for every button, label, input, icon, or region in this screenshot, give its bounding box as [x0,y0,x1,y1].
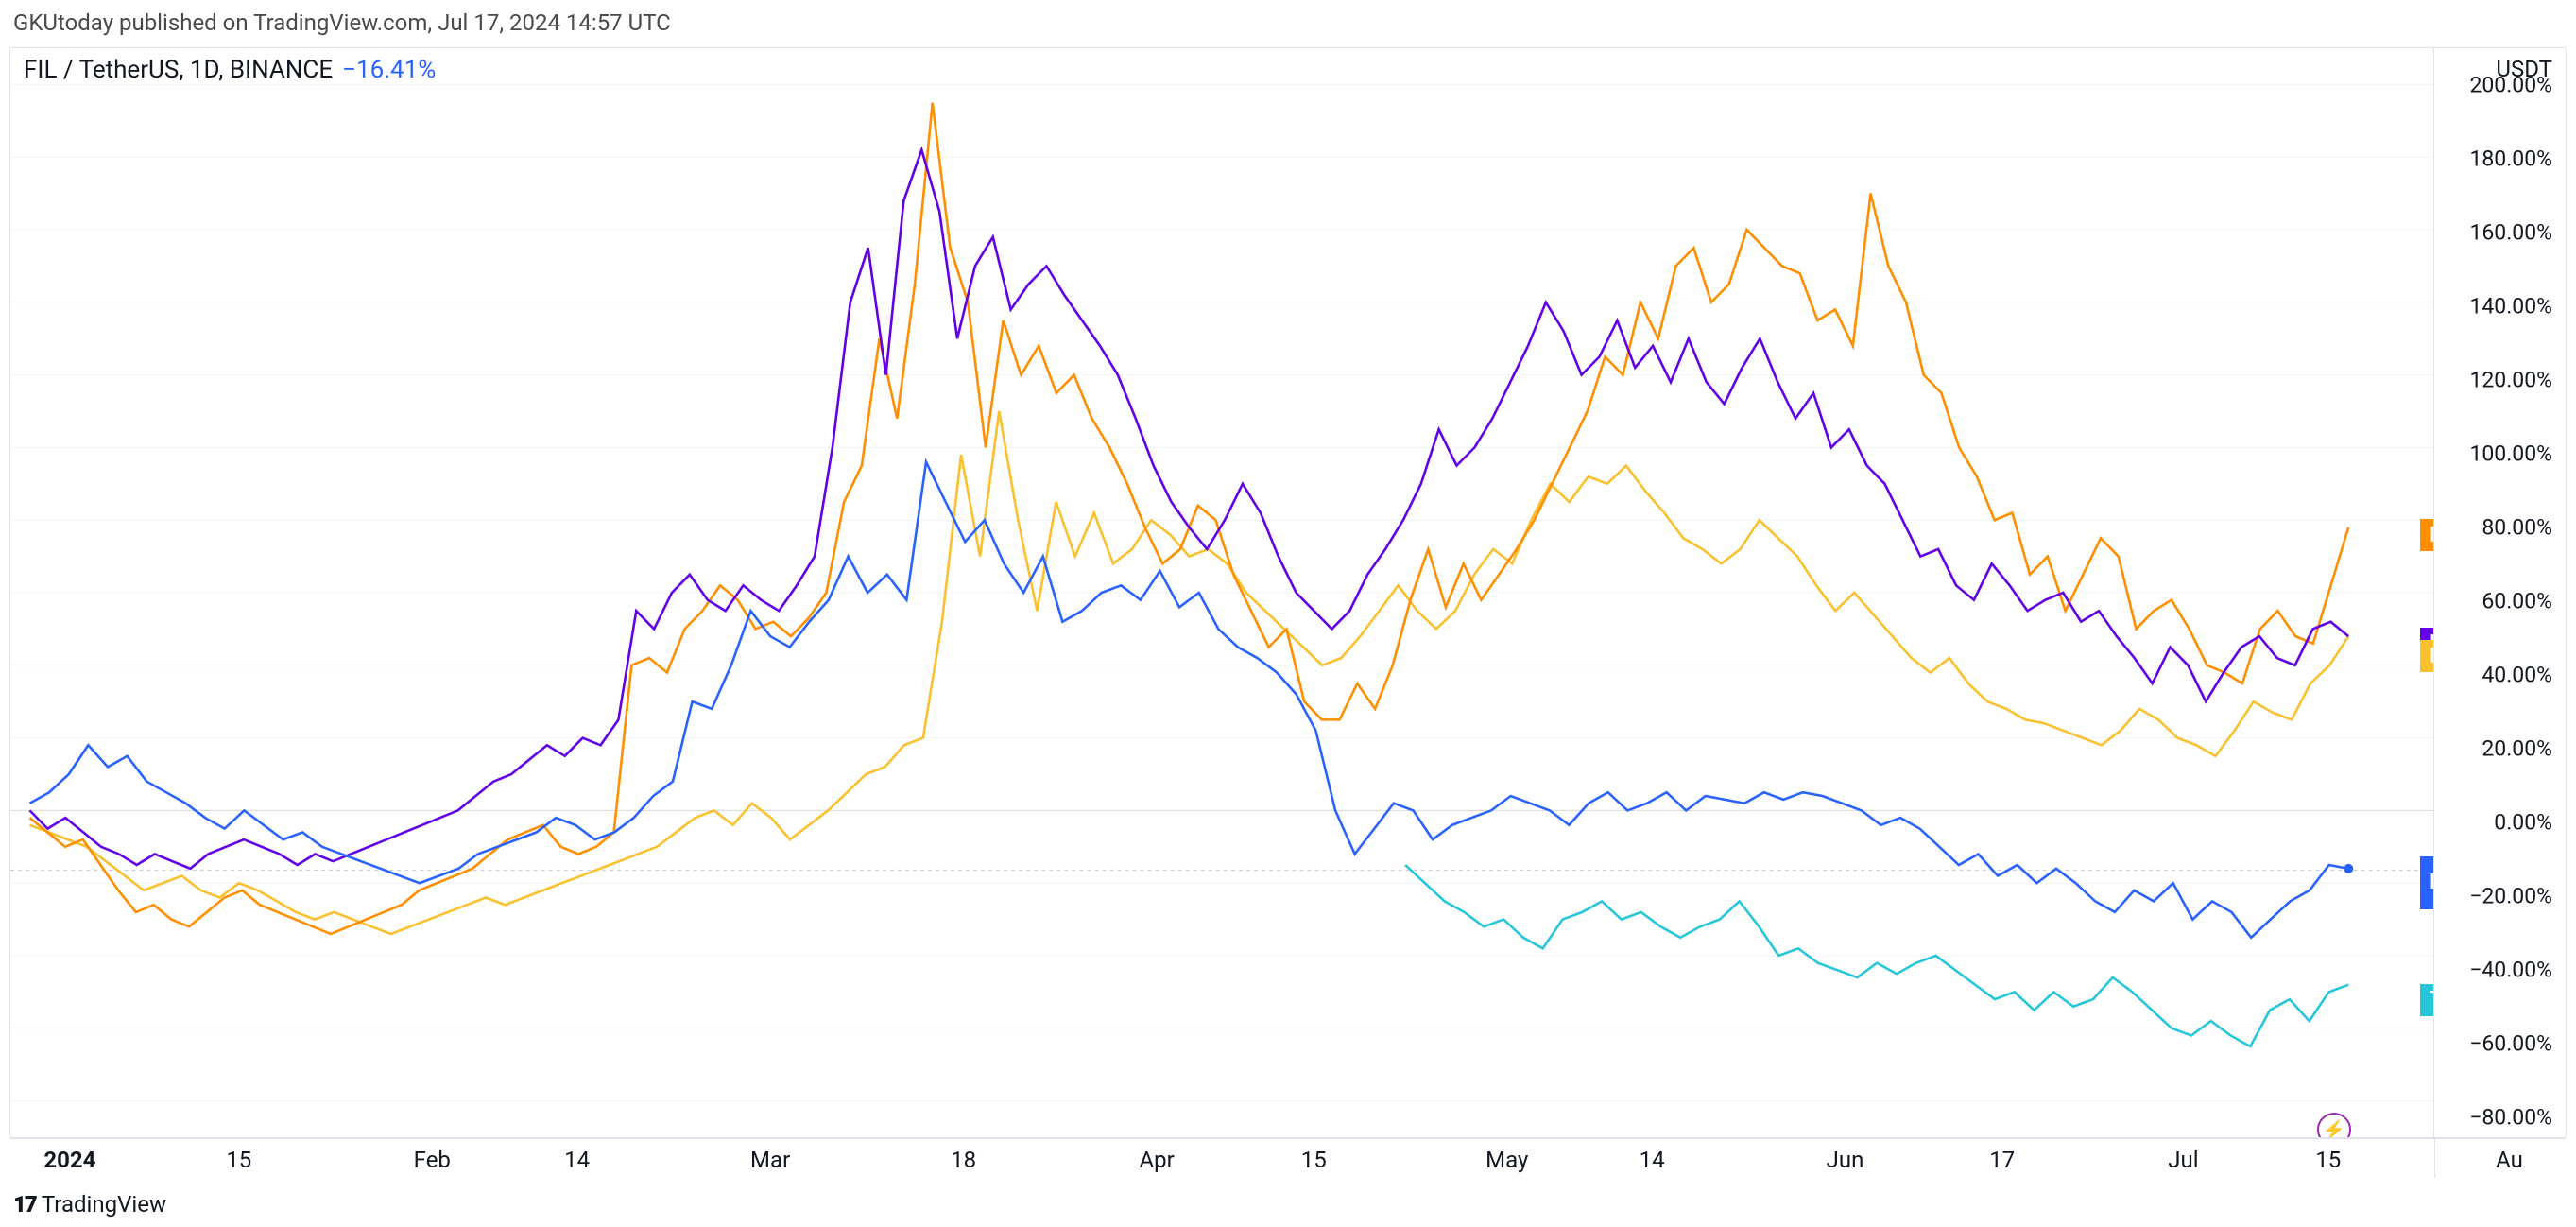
x-tick: Feb [414,1147,451,1173]
x-tick: Jun [1827,1147,1864,1173]
x-tick: 2024 [43,1147,95,1173]
y-tick: −80.00% [2469,1105,2552,1131]
x-tick: 14 [564,1147,590,1173]
y-axis-pane[interactable]: USDT 200.00%180.00%160.00%140.00%120.00%… [2433,48,2566,1137]
y-tick: 160.00% [2469,220,2552,246]
y-tick: 100.00% [2469,441,2552,467]
y-tick: 0.00% [2494,810,2552,836]
x-tick: Apr [1139,1147,1174,1173]
y-tick: −20.00% [2469,884,2552,909]
symbol-change-text: −16.41% [342,56,436,84]
symbol-pair-text: FIL / TetherUS, 1D, BINANCE [24,56,333,84]
y-tick: 120.00% [2469,368,2552,393]
publish-text: GKUtoday published on TradingView.com, J… [13,9,671,36]
price-tag-symbol: LPTUSDT [2420,519,2433,551]
plot-pane[interactable]: FIL / TetherUS, 1D, BINANCE −16.41% LPTU… [10,48,2433,1137]
price-tag-symbol: TAOUSDT [2420,984,2433,1016]
price-tag-symbol: FILUSDT [2420,856,2433,909]
footer-brand-text: TradingView [42,1191,166,1218]
x-tick: Jul [2168,1147,2198,1173]
x-tick: 17 [1989,1147,2015,1173]
y-tick: 200.00% [2469,73,2552,98]
price-tag-taousdt[interactable]: TAOUSDT−48.08% [2420,984,2433,1016]
x-tick: 14 [1640,1147,1665,1173]
tradingview-logo-icon: 17 [13,1191,34,1218]
x-axis-row: 2024 15 Feb 14 Mar 18 Apr 15 May 14 Jun 17 Jul 15 Au [9,1138,2567,1178]
chart-container: FIL / TetherUS, 1D, BINANCE −16.41% LPTU… [9,47,2567,1138]
x-tick: 15 [226,1147,251,1173]
y-tick: 20.00% [2482,736,2552,762]
x-tick: 18 [951,1147,976,1173]
price-tag-filusdt[interactable]: FILUSDT−16.41%09:02:17 [2420,856,2433,909]
y-tick: −60.00% [2469,1031,2552,1057]
x-tick: 15 [2315,1147,2341,1173]
footer-brand[interactable]: 17 TradingView [0,1178,2576,1227]
y-tick: 80.00% [2482,515,2552,541]
price-tag-symbol: NEARUSDT [2420,640,2433,672]
x-axis-inner[interactable]: 202415Feb14Mar18Apr15May14Jun17Jul15Au [9,1139,2434,1178]
x-tick: Au [2496,1147,2523,1173]
y-tick: 140.00% [2469,294,2552,320]
chart-svg [10,48,2433,1137]
y-tick: −40.00% [2469,958,2552,983]
price-tag-nearusdt[interactable]: NEARUSDT+45.06% [2420,640,2433,672]
x-tick: May [1485,1147,1528,1173]
root: GKUtoday published on TradingView.com, J… [0,0,2576,1227]
price-tag-lptusdt[interactable]: LPTUSDT+77.87% [2420,519,2433,551]
x-tick: Mar [750,1147,790,1173]
y-tick: 180.00% [2469,147,2552,172]
y-tick: 40.00% [2482,663,2552,688]
publish-line: GKUtoday published on TradingView.com, J… [0,0,2576,42]
x-tick: 15 [1301,1147,1327,1173]
y-tick: 60.00% [2482,589,2552,614]
symbol-legend: FIL / TetherUS, 1D, BINANCE −16.41% [24,56,436,84]
